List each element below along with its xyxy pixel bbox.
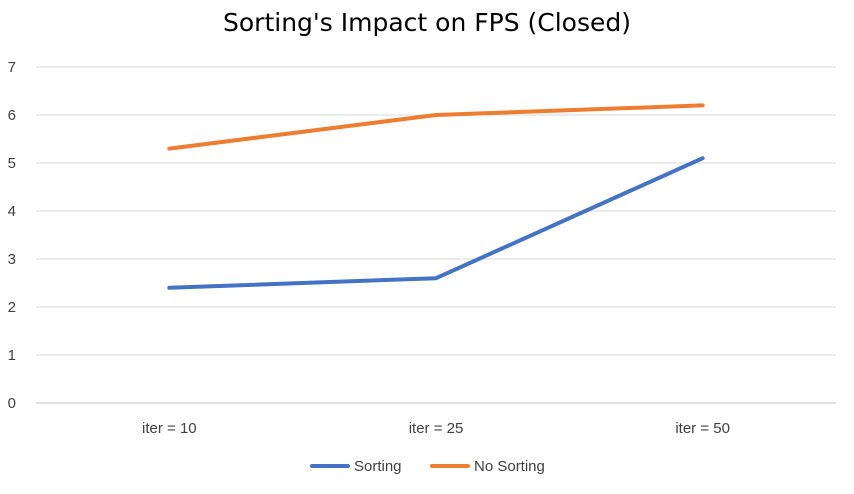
y-tick-label: 7 [8, 59, 16, 76]
y-tick-label: 5 [8, 155, 16, 172]
x-tick-label: iter = 10 [142, 420, 197, 437]
series-lines [167, 103, 705, 290]
y-tick-label: 1 [8, 347, 16, 364]
y-tick-label: 2 [8, 299, 16, 316]
legend-label: Sorting [354, 458, 402, 475]
gridlines [36, 66, 836, 404]
x-axis-tick-labels: iter = 10 iter = 25 iter = 50 [142, 420, 730, 437]
y-tick-label: 6 [8, 107, 16, 124]
y-tick-label: 0 [8, 395, 16, 412]
legend: Sorting No Sorting [310, 458, 545, 475]
y-tick-label: 4 [8, 203, 16, 220]
series-line-sorting [167, 156, 705, 290]
x-tick-label: iter = 50 [675, 420, 730, 437]
chart-title: Sorting's Impact on FPS (Closed) [223, 8, 631, 37]
x-tick-label: iter = 25 [409, 420, 464, 437]
legend-label: No Sorting [474, 458, 545, 475]
series-line-no-sorting [167, 103, 705, 151]
y-axis-tick-labels: 0 1 2 3 4 5 6 7 [8, 59, 16, 412]
y-tick-label: 3 [8, 251, 16, 268]
